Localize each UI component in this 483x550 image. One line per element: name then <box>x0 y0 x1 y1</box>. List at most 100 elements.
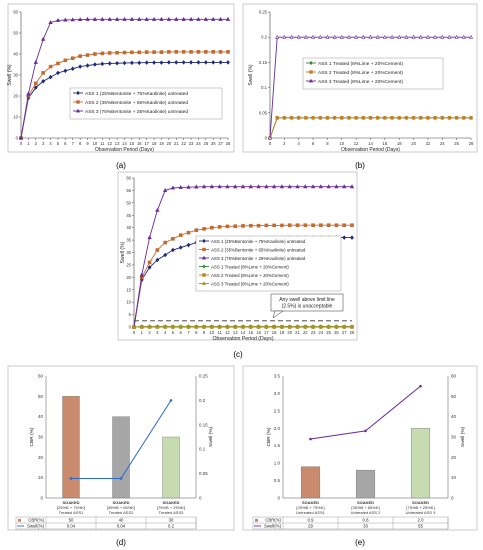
data-point <box>350 223 354 227</box>
x-tick-label: 22 <box>303 330 308 335</box>
legend-entry: ASS 3 Treated (8%Lime + 20%Cement) <box>211 281 289 286</box>
data-point <box>241 224 245 228</box>
data-point <box>122 60 127 66</box>
legend-marker <box>201 281 207 285</box>
y2-tick-label: 50 <box>451 394 457 399</box>
data-point <box>326 223 331 227</box>
y-tick-label: 30 <box>126 250 131 255</box>
data-point <box>171 237 175 241</box>
data-point <box>18 135 24 140</box>
data-point <box>469 116 473 120</box>
data-point <box>196 16 201 21</box>
data-point <box>70 56 75 61</box>
data-point <box>186 242 191 248</box>
y-tick-label: 0 <box>129 325 132 330</box>
data-point <box>174 50 179 54</box>
data-point <box>131 324 137 329</box>
data-point <box>310 324 316 329</box>
data-point <box>137 60 142 66</box>
y-axis-label: Swell (%) <box>120 241 126 263</box>
legend-marker <box>309 60 313 66</box>
data-point <box>211 16 216 21</box>
data-point <box>303 223 308 227</box>
data-point <box>122 16 127 21</box>
x-tick-label: 13 <box>233 330 238 335</box>
data-point <box>210 225 214 230</box>
table-cell-swell: 55 <box>418 523 423 528</box>
data-point <box>368 116 373 120</box>
data-point <box>287 184 292 189</box>
y2-tick-label: 0.15 <box>199 422 208 427</box>
data-point <box>325 34 330 39</box>
y-axis-label: CBR (%) <box>266 427 272 446</box>
data-point <box>433 34 438 39</box>
category-label-line2: [35%B + 65%K] <box>107 505 135 510</box>
y-tick-label: 20 <box>126 275 131 280</box>
data-point <box>41 71 45 75</box>
data-point <box>461 34 466 39</box>
data-point <box>296 34 301 39</box>
x-axis-label: Observation Period (Days) <box>212 336 273 342</box>
x-tick-label: 22 <box>426 141 431 146</box>
data-point <box>211 50 216 54</box>
data-point <box>447 34 452 39</box>
data-point <box>152 60 156 65</box>
data-point <box>218 16 223 21</box>
x-tick-label: 0 <box>20 141 23 146</box>
data-point <box>196 60 201 65</box>
data-point <box>194 324 199 329</box>
x-tick-label: 28 <box>469 141 474 146</box>
data-point <box>107 61 112 66</box>
table-cell-swell: 0.2 <box>168 523 175 528</box>
x-tick-label: 25 <box>203 141 208 146</box>
swell-point <box>119 477 123 480</box>
x-tick-label: 6 <box>180 330 183 335</box>
data-point <box>174 60 179 65</box>
x-tick-label: 11 <box>100 141 105 146</box>
data-point <box>287 223 292 227</box>
y-tick-label: 35 <box>126 238 131 243</box>
data-point <box>147 324 152 329</box>
annotation-box <box>270 293 344 312</box>
data-point <box>350 235 354 240</box>
bar <box>410 428 431 499</box>
y-axis-label: CBR (%) <box>29 427 35 446</box>
data-point <box>78 64 83 69</box>
x-tick-label: 15 <box>130 141 135 146</box>
y-tick-label: 50 <box>38 394 44 399</box>
y-tick-label: 0 <box>265 136 268 141</box>
category-label-line3: Untreated ASS 2 <box>351 510 382 515</box>
data-point <box>159 16 164 21</box>
x-tick-label: 11 <box>217 330 222 335</box>
table-legend-bar-swatch <box>18 518 21 522</box>
y-tick-label: 0.5 <box>274 478 281 483</box>
data-point <box>233 184 238 189</box>
data-point <box>248 324 253 329</box>
data-point <box>152 50 156 54</box>
data-point <box>240 324 246 329</box>
data-point <box>361 34 366 39</box>
data-point <box>311 34 316 39</box>
y2-tick-label: 0.1 <box>199 447 206 452</box>
data-point <box>48 74 53 80</box>
x-tick-label: 24 <box>319 330 324 335</box>
x-tick-label: 2 <box>35 141 38 146</box>
data-point <box>354 116 358 120</box>
data-point <box>342 184 347 189</box>
data-point <box>107 16 112 21</box>
x-tick-label: 12 <box>107 141 112 146</box>
data-point <box>70 17 75 22</box>
data-point <box>297 116 301 120</box>
category-label-line2: [75%B + 25%K] <box>406 505 434 510</box>
data-point <box>375 116 380 120</box>
data-point <box>275 116 279 120</box>
x-tick-label: 26 <box>454 141 459 146</box>
y-tick-label: 40 <box>38 414 44 419</box>
y-tick-label: 40 <box>126 225 131 230</box>
x-tick-label: 6 <box>312 141 315 146</box>
y2-tick-label: 0.2 <box>199 398 206 403</box>
data-point <box>233 224 238 228</box>
legend-marker <box>308 78 314 83</box>
x-tick-label: 27 <box>218 141 223 146</box>
data-point <box>174 16 179 21</box>
